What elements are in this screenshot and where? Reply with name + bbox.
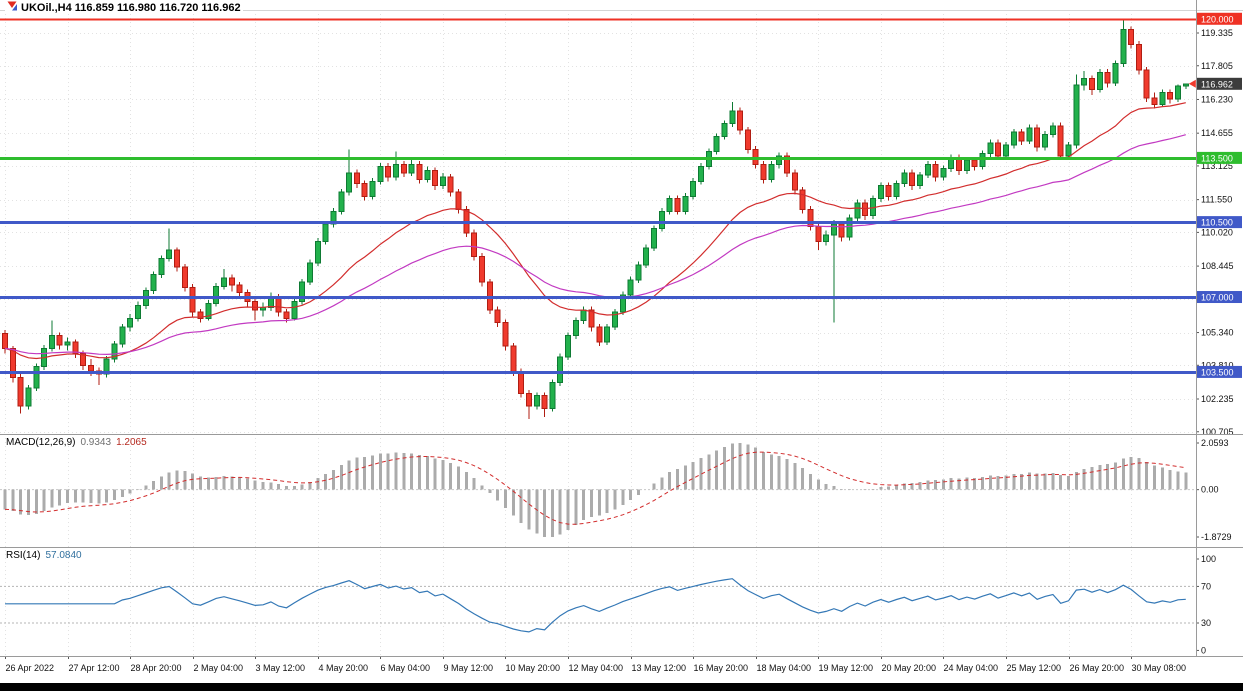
chart-title-bar: UKOil.,H4 116.859 116.980 116.720 116.96… xyxy=(5,1,243,14)
time-axis-label: 3 May 12:00 xyxy=(256,663,306,673)
rsi-name: RSI(14) xyxy=(6,550,41,561)
price-axis-label: 100.705 xyxy=(1201,427,1234,437)
price-axis-label: 103.810 xyxy=(1201,360,1234,370)
ma-fast-line xyxy=(4,102,1186,360)
time-axis-label: 26 May 20:00 xyxy=(1070,663,1125,673)
time-axis-label: 27 Apr 12:00 xyxy=(69,663,120,673)
rsi-value: 57.0840 xyxy=(45,550,82,561)
last-price-arrow xyxy=(1188,79,1196,88)
price-axis-label: 113.125 xyxy=(1201,161,1233,171)
price-axis-label: 111.550 xyxy=(1201,195,1232,205)
price-badge-110.500: 110.500 xyxy=(1197,216,1242,229)
time-axis-label: 16 May 20:00 xyxy=(694,663,749,673)
symbol-icon xyxy=(7,1,17,14)
rsi-axis-label: 70 xyxy=(1201,581,1211,591)
time-axis-label: 25 May 12:00 xyxy=(1007,663,1062,673)
rsi-line xyxy=(5,578,1186,633)
price-axis-label: 110.020 xyxy=(1201,227,1233,237)
time-axis-label: 18 May 04:00 xyxy=(757,663,812,673)
price-badge-103.500: 103.500 xyxy=(1197,365,1242,378)
price-badge-107.000: 107.000 xyxy=(1197,291,1242,304)
price-axis-label: 116.230 xyxy=(1201,94,1233,104)
time-axis-label: 6 May 04:00 xyxy=(381,663,431,673)
rsi-axis-label: 100 xyxy=(1201,554,1216,564)
svg-text:110.500: 110.500 xyxy=(1201,218,1233,228)
time-axis-label: 28 Apr 20:00 xyxy=(131,663,182,673)
time-axis-label: 12 May 04:00 xyxy=(569,663,624,673)
svg-text:116.962: 116.962 xyxy=(1201,79,1233,89)
macd-axis-label: -1.8729 xyxy=(1201,532,1232,542)
macd-axis-label: 2.0593 xyxy=(1201,438,1229,448)
time-scale[interactable] xyxy=(0,656,1243,683)
time-axis-label: 4 May 20:00 xyxy=(319,663,369,673)
macd-name: MACD(12,26,9) xyxy=(6,437,76,448)
price-axis-label: 108.445 xyxy=(1201,261,1234,271)
time-axis-label: 24 May 04:00 xyxy=(944,663,999,673)
time-axis-labels: 26 Apr 2022 27 Apr 12:00 28 Apr 20:00 2 May… xyxy=(5,656,1187,673)
svg-text:120.000: 120.000 xyxy=(1201,14,1234,24)
price-axis-label: 119.335 xyxy=(1201,28,1233,38)
current-price-badge: 116.962 xyxy=(1197,77,1242,90)
time-axis-label: 20 May 20:00 xyxy=(882,663,937,673)
macd-value-signal: 1.2065 xyxy=(116,437,147,448)
chart-title: UKOil.,H4 116.859 116.980 116.720 116.96… xyxy=(21,1,241,14)
price-axis-label: 117.805 xyxy=(1201,61,1233,71)
price-axis-label: 102.235 xyxy=(1201,394,1234,404)
time-axis-label: 9 May 12:00 xyxy=(444,663,494,673)
macd-indicator-label: MACD(12,26,9) 0.9343 1.2065 xyxy=(6,437,147,448)
price-badge-113.500: 113.500 xyxy=(1197,151,1242,164)
price-badge-120.000: 120.000 xyxy=(1197,12,1242,25)
macd-signal-line xyxy=(4,451,1186,525)
grid xyxy=(0,10,1196,656)
macd-axis-label: 0.00 xyxy=(1201,485,1219,495)
svg-text:103.500: 103.500 xyxy=(1201,367,1234,377)
time-axis-label: 10 May 20:00 xyxy=(506,663,561,673)
rsi-axis-label: 0 xyxy=(1201,645,1206,655)
macd-value-main: 0.9343 xyxy=(80,437,112,448)
svg-text:107.000: 107.000 xyxy=(1201,293,1234,303)
time-axis-label: 2 May 04:00 xyxy=(194,663,244,673)
rsi-axis-label: 30 xyxy=(1201,618,1211,628)
price-axis-labels: 119.335 117.805 116.230 114.655 113.125 111.5… xyxy=(1196,28,1234,437)
rsi-indicator-label: RSI(14) 57.0840 xyxy=(6,550,82,561)
svg-text:113.500: 113.500 xyxy=(1201,153,1233,163)
time-axis-label: 13 May 12:00 xyxy=(632,663,687,673)
price-scale[interactable] xyxy=(1196,0,1243,656)
price-axis-label: 114.655 xyxy=(1201,128,1233,138)
bottom-strip xyxy=(0,683,1243,691)
price-axis-label: 105.340 xyxy=(1201,328,1234,338)
time-axis-label: 19 May 12:00 xyxy=(819,663,874,673)
ma-slow-line xyxy=(4,134,1186,356)
candlestick-series xyxy=(2,18,1189,420)
time-axis-label: 30 May 08:00 xyxy=(1132,663,1187,673)
time-axis-label: 26 Apr 2022 xyxy=(6,663,55,673)
